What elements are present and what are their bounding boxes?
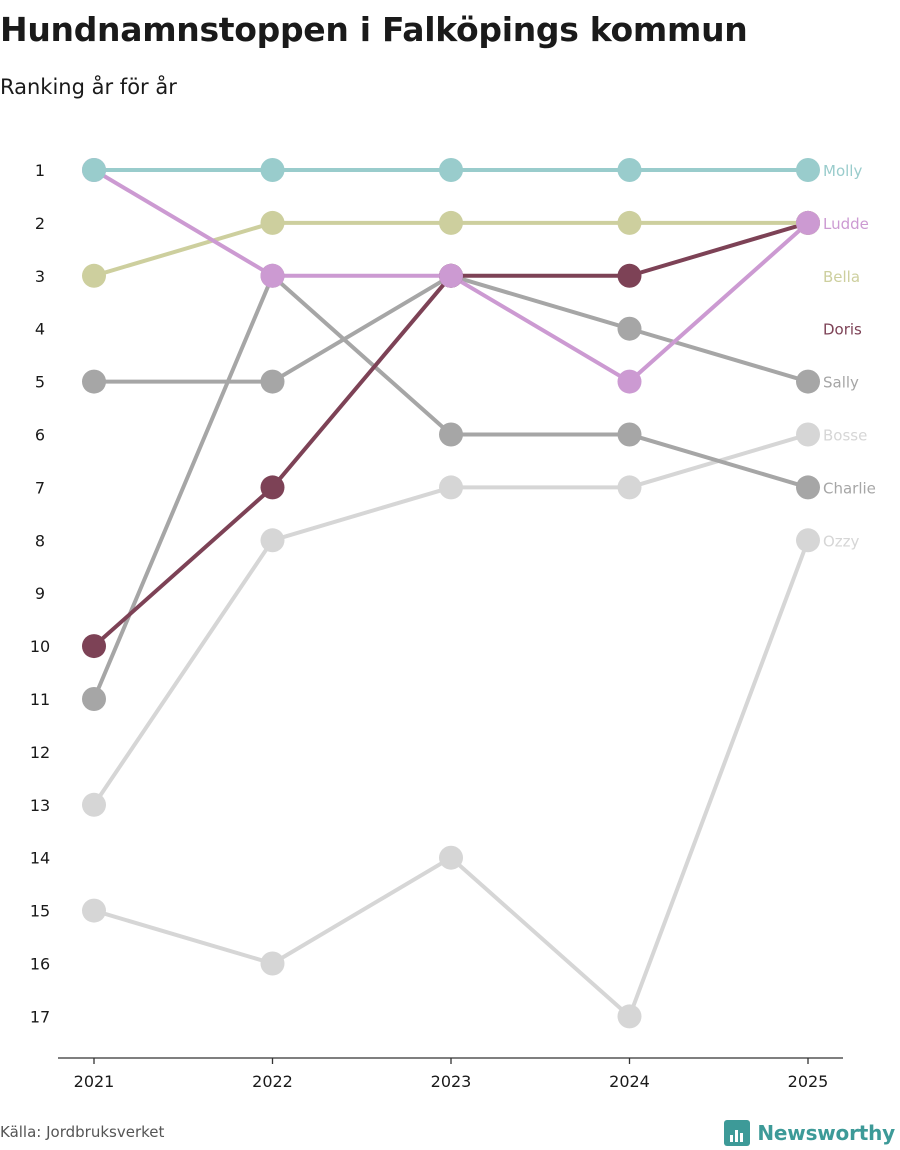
data-point-ludde[interactable] xyxy=(617,369,642,394)
data-point-sally[interactable] xyxy=(796,369,820,394)
end-label-bella: Bella xyxy=(823,268,860,286)
data-point-bella[interactable] xyxy=(260,210,285,235)
data-point-doris[interactable] xyxy=(617,263,642,288)
x-tick-label: 2021 xyxy=(74,1072,115,1091)
y-tick-label: 12 xyxy=(30,743,50,762)
y-tick-label: 11 xyxy=(30,690,50,709)
data-point-bosse[interactable] xyxy=(617,475,642,500)
data-point-bella[interactable] xyxy=(617,210,642,235)
series-points xyxy=(82,158,820,1029)
data-point-bosse[interactable] xyxy=(439,475,463,500)
data-point-charlie[interactable] xyxy=(617,422,642,447)
end-label-doris: Doris xyxy=(823,321,862,339)
y-tick-label: 4 xyxy=(35,320,45,339)
data-point-sally[interactable] xyxy=(82,369,106,394)
data-point-molly[interactable] xyxy=(439,158,463,182)
y-tick-label: 17 xyxy=(30,1007,50,1026)
series-lines xyxy=(92,168,810,1019)
x-tick-label: 2022 xyxy=(252,1072,293,1091)
data-point-bella[interactable] xyxy=(439,210,463,235)
data-point-ozzy[interactable] xyxy=(260,951,285,976)
data-point-bosse[interactable] xyxy=(260,528,285,553)
data-point-charlie[interactable] xyxy=(439,422,463,447)
data-point-ludde[interactable] xyxy=(260,263,285,288)
data-point-bosse[interactable] xyxy=(82,792,106,817)
end-label-sally: Sally xyxy=(823,374,859,392)
brand-name: Newsworthy xyxy=(757,1121,895,1145)
series-line-sally[interactable] xyxy=(92,273,810,384)
y-tick-label: 10 xyxy=(30,637,50,656)
end-label-bosse: Bosse xyxy=(823,427,867,445)
end-label-charlie: Charlie xyxy=(823,479,876,497)
y-tick-label: 9 xyxy=(35,584,45,603)
end-label-molly: Molly xyxy=(823,162,862,180)
y-tick-label: 14 xyxy=(30,849,50,868)
x-axis: 2021 2022 2023 2024 2025 xyxy=(58,1057,843,1091)
y-tick-label: 2 xyxy=(35,214,45,233)
data-point-molly[interactable] xyxy=(82,158,106,182)
y-tick-label: 1 xyxy=(35,161,45,180)
brand-logo[interactable]: Newsworthy xyxy=(724,1120,895,1146)
end-label-ludde: Ludde xyxy=(823,215,869,233)
x-tick-label: 2024 xyxy=(609,1072,650,1091)
data-point-charlie[interactable] xyxy=(82,687,106,711)
data-point-bella[interactable] xyxy=(82,263,106,288)
data-point-molly[interactable] xyxy=(260,158,285,182)
y-tick-label: 15 xyxy=(30,902,50,921)
x-tick-label: 2023 xyxy=(431,1072,472,1091)
data-point-ozzy[interactable] xyxy=(796,528,820,553)
chart-subtitle: Ranking år för år xyxy=(0,75,177,99)
data-point-ozzy[interactable] xyxy=(82,898,106,923)
y-tick-label: 16 xyxy=(30,955,50,974)
y-tick-label: 5 xyxy=(35,373,45,392)
y-tick-label: 7 xyxy=(35,478,45,497)
x-tick-label: 2025 xyxy=(788,1072,829,1091)
newsworthy-icon xyxy=(724,1120,751,1146)
source-note: Källa: Jordbruksverket xyxy=(0,1123,165,1141)
series-end-labels: Ozzy Bosse Charlie Sally Doris Bella Ludde Moll… xyxy=(823,162,876,550)
data-point-molly[interactable] xyxy=(796,158,820,182)
data-point-ludde[interactable] xyxy=(796,210,820,235)
data-point-charlie[interactable] xyxy=(796,475,820,500)
y-tick-label: 6 xyxy=(35,426,45,445)
data-point-bosse[interactable] xyxy=(796,422,820,447)
chart-title: Hundnamnstoppen i Falköpings kommun xyxy=(0,10,748,49)
series-line-ozzy[interactable] xyxy=(92,538,810,1019)
y-tick-label: 3 xyxy=(35,267,45,286)
y-tick-label: 13 xyxy=(30,796,50,815)
data-point-sally[interactable] xyxy=(617,316,642,341)
data-point-doris[interactable] xyxy=(82,634,106,659)
y-tick-label: 8 xyxy=(35,531,45,550)
data-point-ozzy[interactable] xyxy=(439,845,463,870)
data-point-ludde[interactable] xyxy=(439,263,463,288)
end-label-ozzy: Ozzy xyxy=(823,532,860,550)
data-point-doris[interactable] xyxy=(260,475,285,500)
data-point-sally[interactable] xyxy=(260,369,285,394)
data-point-ozzy[interactable] xyxy=(617,1004,642,1029)
data-point-molly[interactable] xyxy=(617,158,642,182)
